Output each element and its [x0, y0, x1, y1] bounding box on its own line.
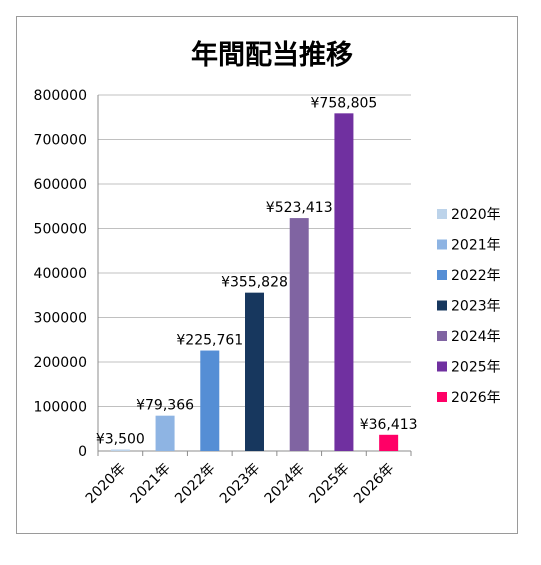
- legend: 2020年 2021年 2022年 2023年 2024年 2025年 2026年: [437, 207, 501, 406]
- x-tick-label: 2022年: [172, 461, 218, 507]
- x-tick-label: 2020年: [83, 461, 129, 507]
- data-label: ¥225,761: [176, 333, 243, 349]
- y-axis-tick-labels: 0 100000 200000 300000 400000 500000 600000 700…: [34, 88, 87, 460]
- legend-label: 2020年: [451, 207, 501, 223]
- chart-frame: [16, 16, 518, 534]
- data-label: ¥355,828: [221, 275, 288, 291]
- bar-2024年: [289, 218, 309, 451]
- bar-2023年: [245, 292, 264, 451]
- y-tick-label: 800000: [34, 88, 87, 104]
- legend-swatch: [437, 392, 447, 402]
- bar-2026年: [379, 434, 399, 451]
- legend-label: 2022年: [451, 268, 501, 284]
- legend-swatch: [437, 239, 447, 250]
- data-label: ¥79,366: [136, 398, 194, 414]
- legend-swatch: [437, 331, 447, 341]
- x-tick-label: 2026年: [351, 461, 397, 507]
- legend-label: 2023年: [451, 299, 501, 315]
- x-tick-label: 2021年: [127, 461, 173, 507]
- data-label: ¥36,413: [360, 417, 418, 433]
- data-label: ¥758,805: [311, 95, 378, 111]
- gridlines: [98, 94, 411, 407]
- x-tick-label: 2024年: [262, 461, 308, 507]
- bars: [110, 113, 399, 451]
- bar-2022年: [200, 350, 220, 451]
- y-tick-label: 700000: [34, 133, 87, 149]
- legend-swatch: [437, 270, 447, 280]
- x-tick-label: 2025年: [306, 461, 352, 507]
- y-tick-label: 100000: [34, 400, 87, 416]
- y-tick-label: 600000: [34, 177, 87, 193]
- chart-title: 年間配当推移: [191, 39, 353, 71]
- legend-label: 2021年: [451, 238, 501, 254]
- legend-swatch: [437, 361, 447, 372]
- legend-swatch: [437, 300, 447, 311]
- y-tick-label: 500000: [34, 222, 87, 238]
- y-tick-label: 0: [78, 444, 87, 460]
- data-label: ¥3,500: [96, 431, 145, 447]
- data-labels: ¥3,500 ¥79,366 ¥225,761 ¥355,828 ¥523,413 ¥75…: [96, 95, 418, 447]
- y-tick-label: 300000: [34, 311, 87, 327]
- y-tick-label: 200000: [34, 355, 87, 371]
- bar-2025年: [334, 113, 354, 451]
- y-tick-label: 400000: [34, 266, 87, 282]
- legend-label: 2025年: [451, 360, 501, 376]
- data-label: ¥523,413: [266, 200, 333, 216]
- legend-label: 2026年: [451, 390, 501, 406]
- x-tick-label: 2023年: [217, 461, 263, 507]
- legend-label: 2024年: [451, 329, 501, 345]
- bar-2020年: [110, 449, 130, 451]
- legend-swatch: [437, 209, 447, 219]
- bar-2021年: [155, 415, 175, 451]
